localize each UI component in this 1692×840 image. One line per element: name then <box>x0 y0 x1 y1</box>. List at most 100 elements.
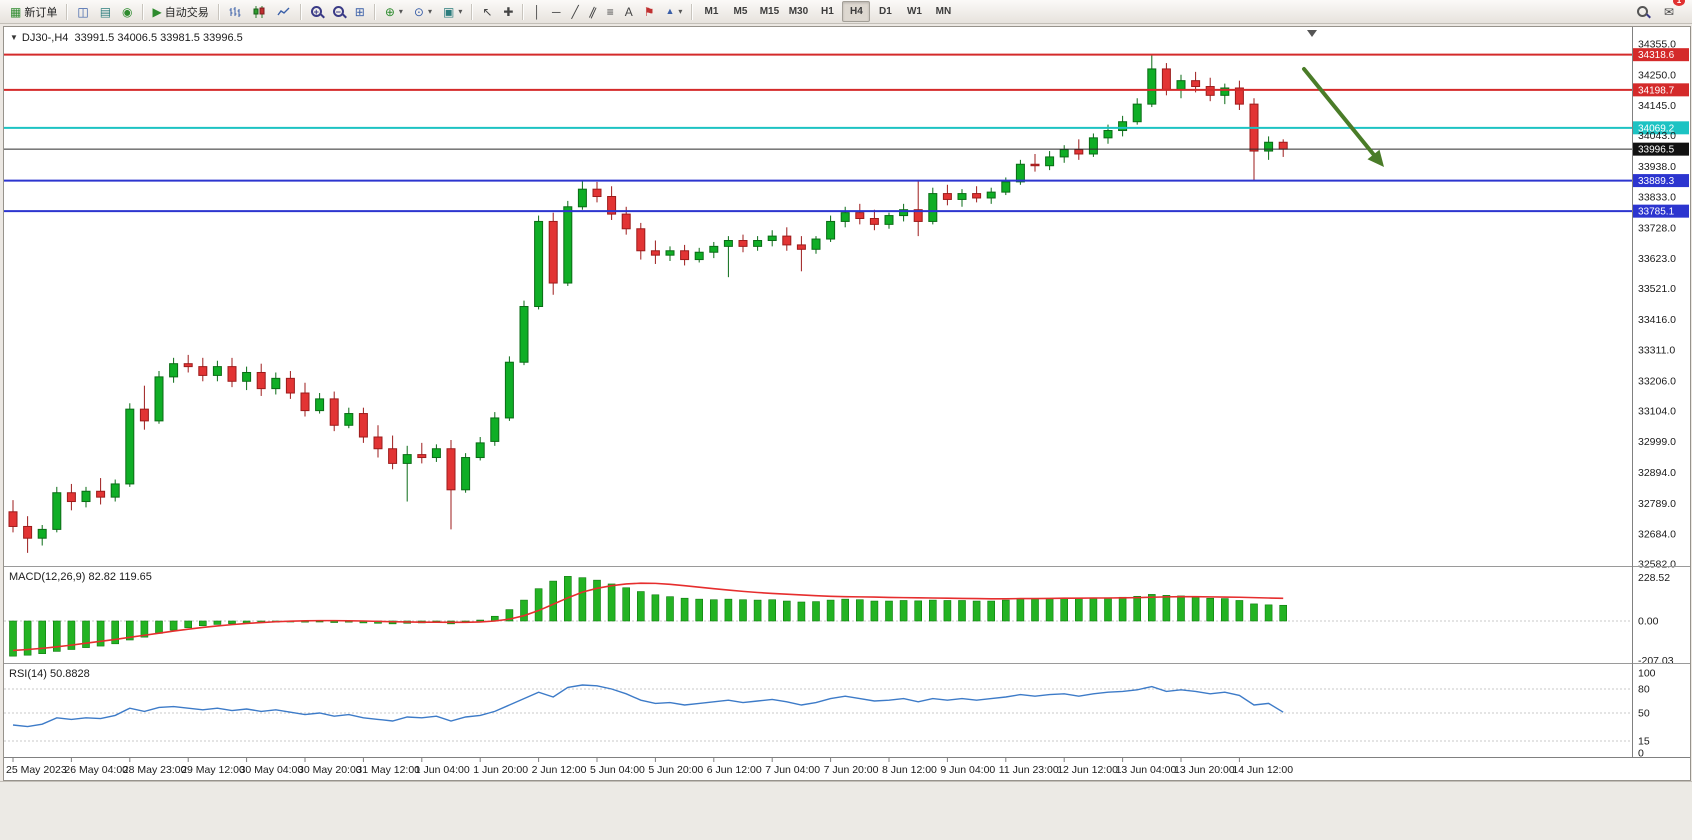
fibonacci-tool-button[interactable]: ≡ <box>602 1 619 22</box>
notifications-button[interactable]: ✉ 1 <box>1659 0 1685 22</box>
price-axis-label: 33728.0 <box>1638 222 1676 234</box>
one-click-trading-toggle-icon[interactable]: ▼ <box>10 33 18 42</box>
time-axis-label: 2 Jun 12:00 <box>532 764 587 776</box>
rsi-axis-label: 100 <box>1638 668 1656 680</box>
candle-body <box>37 528 47 539</box>
candle-body <box>227 366 237 382</box>
resistance-line-lower-badge-label: 34198.7 <box>1638 85 1675 96</box>
periods-button[interactable]: ⊙ ▾ <box>409 1 437 22</box>
templates-button[interactable]: ▣ ▾ <box>438 1 467 22</box>
candle-body <box>694 251 704 261</box>
chart-window[interactable]: 34318.6 34198.7 34069.2 33996.5 33889.3 33785… <box>3 26 1691 781</box>
shapes-tool-button[interactable]: ▲ ▾ <box>661 1 688 22</box>
trendline-tool-button[interactable]: ╱ <box>566 1 583 22</box>
symbol-search-button[interactable] <box>1632 1 1653 22</box>
timeframe-m1-button[interactable]: M1 <box>704 6 719 17</box>
time-axis-label: 13 Jun 20:00 <box>1174 764 1235 776</box>
candle-body <box>1161 68 1171 90</box>
rsi-axis-label: 15 <box>1638 736 1650 748</box>
candle-body <box>1205 86 1215 96</box>
zoom-in-button[interactable]: + <box>306 1 327 22</box>
cursor-tool-button[interactable]: ↖ <box>477 1 497 22</box>
timeframe-m30-button[interactable]: M30 <box>788 6 809 17</box>
macd-histogram-bar <box>622 587 631 622</box>
candle-body <box>198 366 208 376</box>
price-axis-label: 33416.0 <box>1638 314 1676 326</box>
navigator-button[interactable]: ◉ <box>117 1 137 22</box>
timeframe-w1-button[interactable]: W1 <box>906 6 922 17</box>
new-order-button[interactable]: ▦ 新订单 <box>5 1 62 22</box>
main-toolbar: ▦ 新订单 ◫ ▤ ◉ ▶ 自动交易 + − ⊞ ⊕ <box>0 0 1692 24</box>
timeframe-d1-button[interactable]: D1 <box>879 6 892 17</box>
macd-histogram-bar <box>943 600 952 622</box>
price-axis-label: 33938.0 <box>1638 161 1676 173</box>
dropdown-arrow-icon: ▾ <box>458 7 463 16</box>
timeframe-m5-button[interactable]: M5 <box>733 6 748 17</box>
auto-trading-button[interactable]: ▶ 自动交易 <box>148 1 214 22</box>
price-axis-label: 34043.0 <box>1638 130 1676 142</box>
candle-body <box>972 193 982 199</box>
vertical-line-icon: │ <box>533 4 541 19</box>
crosshair-tool-button[interactable]: ✚ <box>498 1 518 22</box>
chart-window-button[interactable]: ◫ <box>72 1 93 22</box>
timeframe-mn-button[interactable]: MN <box>935 6 952 17</box>
chart-shift-marker[interactable] <box>1307 30 1317 37</box>
bar-chart-button[interactable] <box>224 1 247 22</box>
macd-histogram-bar <box>593 579 601 622</box>
time-axis-label: 11 Jun 23:00 <box>999 764 1059 776</box>
macd-histogram-bar <box>549 580 558 622</box>
zoom-out-icon: − <box>332 6 344 17</box>
macd-histogram-bar <box>928 599 937 622</box>
candlestick-chart-icon <box>253 5 265 18</box>
periods-clock-icon: ⊙ <box>413 4 424 19</box>
crosshair-icon: ✚ <box>503 4 514 19</box>
macd-histogram-bar <box>680 597 689 622</box>
macd-signal-line <box>12 582 1284 652</box>
channel-tool-button[interactable]: ∥ <box>585 1 601 22</box>
price-axis-label: 33833.0 <box>1638 192 1676 204</box>
market-watch-button[interactable]: ▤ <box>95 1 116 22</box>
support-line-lower-badge <box>1633 204 1689 218</box>
macd-histogram-bar <box>1177 595 1185 622</box>
candle-body <box>388 448 398 464</box>
vertical-line-tool-button[interactable]: │ <box>528 1 546 22</box>
zoom-out-button[interactable]: − <box>328 1 349 22</box>
candle-body <box>899 209 909 217</box>
macd-axis-label: 0.00 <box>1638 616 1659 628</box>
macd-histogram-bar <box>578 577 587 622</box>
indicators-button[interactable]: ⊕ ▾ <box>380 1 408 22</box>
macd-histogram-bar <box>534 588 543 622</box>
price-chart[interactable]: 34318.6 34198.7 34069.2 33996.5 33889.3 33785… <box>4 27 1690 780</box>
line-chart-button[interactable] <box>272 1 296 22</box>
macd-histogram-bar <box>505 609 514 622</box>
tile-windows-button[interactable]: ⊞ <box>350 1 370 22</box>
label-flag-icon: ⚑ <box>643 4 655 19</box>
macd-axis-label: 228.52 <box>1638 572 1670 584</box>
timeframe-m15-button[interactable]: M15 <box>759 6 780 17</box>
macd-histogram-bar <box>1279 604 1287 622</box>
macd-histogram-bar <box>52 620 61 652</box>
macd-histogram-bar <box>651 594 660 622</box>
timeframe-h1-button[interactable]: H1 <box>821 6 834 17</box>
label-tool-button[interactable]: ⚑ <box>639 1 660 22</box>
horizontal-line-tool-button[interactable]: ─ <box>547 1 566 22</box>
macd-histogram-bar <box>1235 600 1244 622</box>
candle-body <box>928 193 938 222</box>
text-tool-button[interactable]: A <box>620 1 638 22</box>
candle-body <box>1147 68 1157 105</box>
market-watch-icon: ▤ <box>99 4 112 19</box>
chart-title: ▼ DJ30-,H4 33991.5 34006.5 33981.5 33996.… <box>10 32 243 44</box>
new-order-icon: ▦ <box>10 4 22 19</box>
text-tool-icon: A <box>624 4 633 19</box>
timeframe-h4-button[interactable]: H4 <box>842 1 871 22</box>
macd-histogram-bar <box>958 600 966 622</box>
price-axis-label: 32999.0 <box>1638 436 1676 448</box>
macd-histogram-bar <box>841 598 850 622</box>
trend-arrow[interactable] <box>1302 67 1376 157</box>
candle-body <box>66 492 76 503</box>
candlestick-chart-button[interactable] <box>248 1 271 22</box>
macd-histogram-bar <box>1045 598 1054 622</box>
candle-body <box>796 244 806 250</box>
candle-body <box>1264 141 1274 152</box>
candle-body <box>869 218 879 225</box>
